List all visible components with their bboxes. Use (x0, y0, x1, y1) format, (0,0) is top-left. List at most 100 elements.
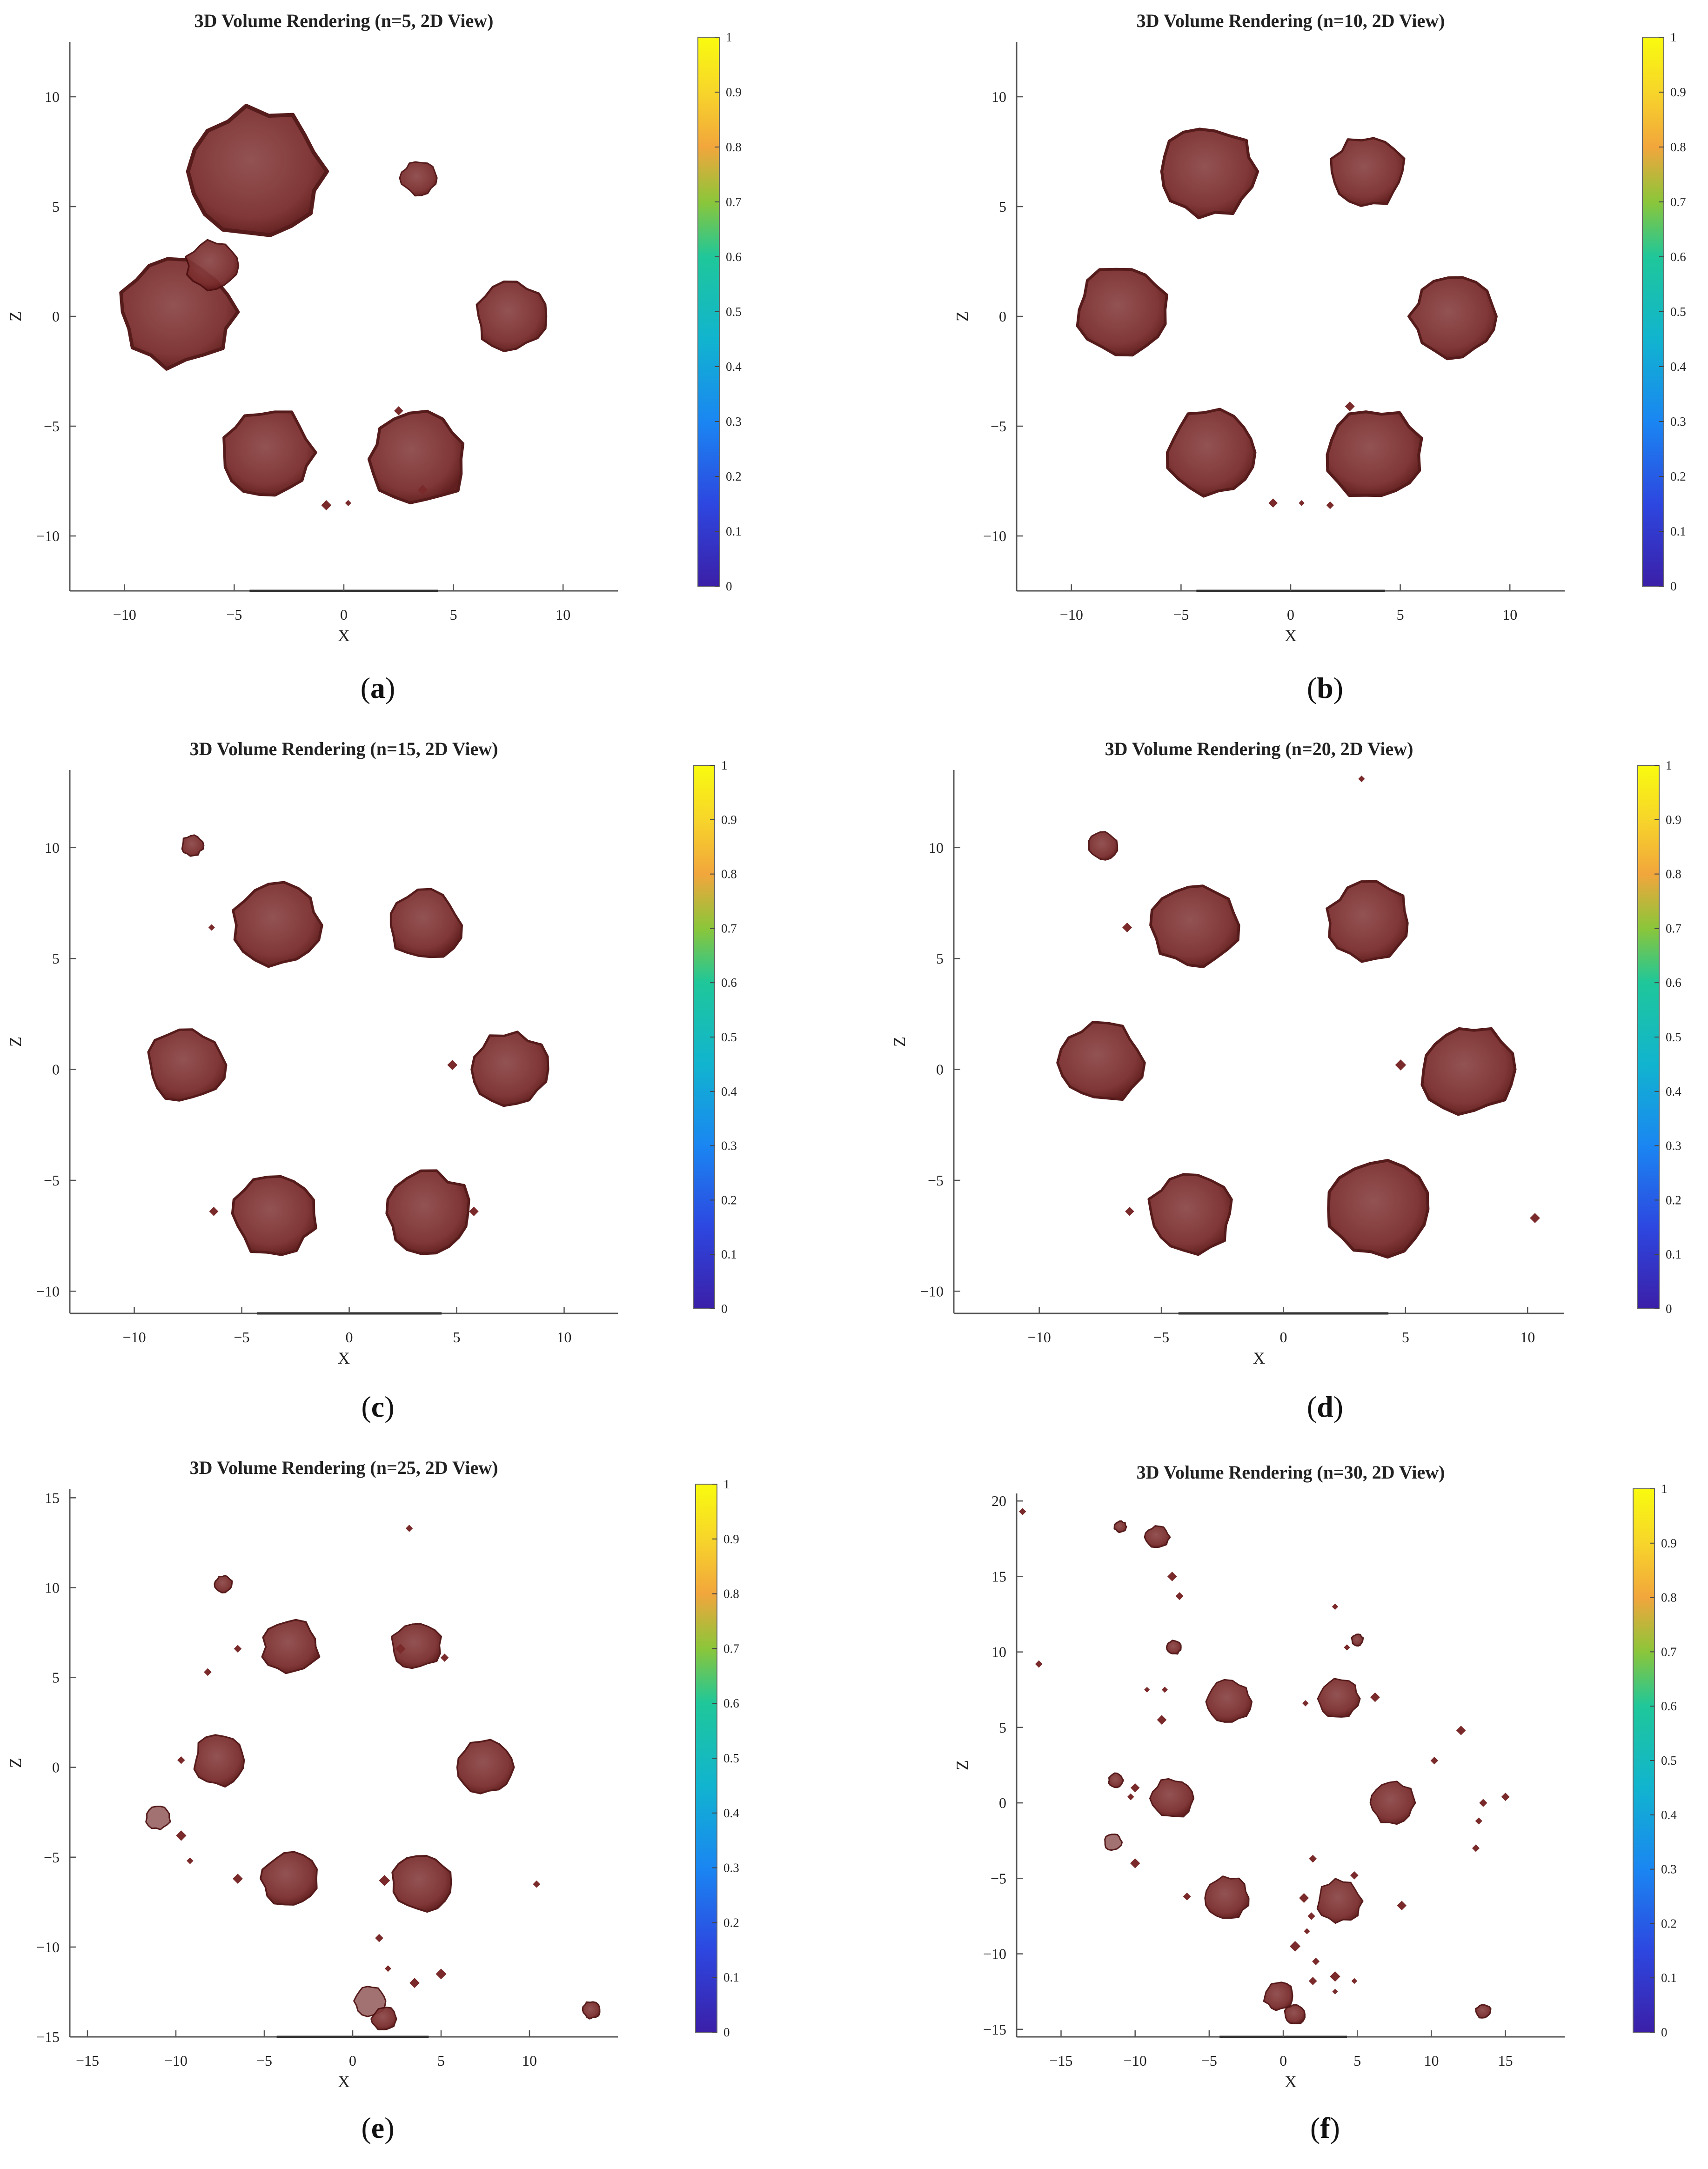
chart-title: 3D Volume Rendering (n=25, 2D View) (190, 1457, 498, 1478)
x-tick-label: 10 (556, 606, 570, 623)
data-speck (469, 1206, 479, 1216)
data-blob (399, 161, 438, 197)
panel-letter: b (1317, 671, 1333, 704)
panel-caption: (c) (361, 1390, 394, 1423)
y-tick-label: 10 (45, 1579, 60, 1596)
data-blob (1204, 1875, 1250, 1919)
data-speck (1127, 1793, 1134, 1801)
data-blob (1088, 831, 1119, 861)
y-tick-label: −5 (991, 1870, 1006, 1887)
x-tick-label: 10 (522, 2052, 537, 2069)
colorbar-tick-label: 1 (1661, 1482, 1668, 1496)
colorbar-tick-label: 0.8 (1670, 140, 1686, 154)
data-speck (1344, 1644, 1350, 1651)
colorbar-tick-label: 0.7 (1666, 921, 1681, 935)
data-speck (1157, 1715, 1167, 1725)
x-tick-label: −5 (1173, 606, 1189, 623)
colorbar-tick-label: 1 (726, 30, 732, 44)
data-blob (232, 881, 323, 968)
panel-caption: (f) (1310, 2111, 1340, 2144)
data-speck (1312, 1957, 1320, 1965)
data-speck (1475, 1817, 1482, 1825)
data-speck (1430, 1757, 1439, 1765)
data-speck (321, 500, 332, 510)
data-blob (145, 1806, 171, 1830)
colorbar-tick-label: 0.9 (1661, 1536, 1677, 1550)
data-speck (208, 924, 215, 931)
x-tick-label: −5 (1201, 2052, 1217, 2069)
colorbar-tick-label: 0.8 (723, 1587, 739, 1601)
y-tick-label: 10 (45, 88, 60, 105)
colorbar-tick-label: 0.1 (1661, 1971, 1677, 1985)
y-tick-label: 10 (45, 839, 60, 856)
y-tick-label: −5 (928, 1172, 944, 1189)
colorbar-tick-label: 0.2 (1666, 1193, 1681, 1207)
data-speck (405, 1525, 413, 1532)
x-tick-label: 0 (346, 1329, 353, 1346)
data-blob (1330, 137, 1406, 207)
data-speck (533, 1880, 541, 1888)
x-tick-label: −5 (256, 2052, 272, 2069)
data-speck (1035, 1660, 1043, 1668)
y-tick-label: 0 (52, 1061, 60, 1078)
data-blob (185, 239, 240, 292)
panel-letter: f (1320, 2111, 1330, 2144)
x-axis-label: X (338, 626, 350, 645)
data-blob (1326, 880, 1409, 963)
data-blob (1205, 1679, 1253, 1723)
x-tick-label: −10 (164, 2052, 188, 2069)
data-speck (1307, 1912, 1315, 1920)
data-blob (582, 2001, 601, 2020)
data-speck (1130, 1858, 1140, 1868)
x-tick-label: 5 (453, 1329, 461, 1346)
panel-b: 3D Volume Rendering (n=10, 2D View) −10 −5… (953, 10, 1686, 704)
colorbar-tick-label: 0.4 (1666, 1084, 1681, 1098)
data-blob (1317, 1678, 1361, 1718)
colorbar-tick-label: 0.6 (1661, 1699, 1677, 1713)
y-tick-label: −10 (36, 1283, 60, 1299)
x-tick-label: 0 (1287, 606, 1294, 623)
y-tick-label: 0 (936, 1061, 944, 1078)
colorbar-tick-label: 0.2 (1661, 1916, 1677, 1930)
data-blob (1263, 1982, 1293, 2011)
colorbar-tick-label: 0.5 (723, 1751, 739, 1765)
data-speck (176, 1830, 187, 1841)
data-speck (1302, 1700, 1309, 1707)
data-speck (1472, 1844, 1480, 1852)
data-speck (394, 406, 403, 415)
data-blob (385, 1169, 470, 1255)
y-tick-label: 10 (991, 1644, 1006, 1660)
x-tick-label: −5 (234, 1329, 250, 1346)
y-tick-label: −10 (983, 528, 1006, 544)
data-blob (1144, 1525, 1171, 1548)
colorbar-tick-label: 0.5 (1661, 1754, 1677, 1767)
y-tick-label: −10 (983, 1946, 1006, 1962)
y-tick-label: 5 (936, 950, 944, 967)
y-tick-label: 0 (52, 1759, 60, 1776)
colorbar-tick-label: 0.9 (721, 813, 737, 827)
panel-letter: c (371, 1390, 384, 1423)
y-tick-label: −15 (983, 2021, 1006, 2038)
x-axis-label: X (338, 1349, 350, 1367)
data-blob (1327, 1158, 1430, 1259)
colorbar-tick-label: 0.1 (1670, 524, 1686, 538)
y-tick-label: 0 (999, 308, 1006, 325)
data-blob (470, 1031, 549, 1107)
colorbar-tick-label: 0.7 (1670, 195, 1686, 209)
colorbar-tick-label: 0 (1670, 579, 1677, 593)
data-speck (1299, 1893, 1309, 1903)
data-speck (1456, 1726, 1466, 1735)
data-speck (1167, 1572, 1177, 1581)
x-axis-label: X (1253, 1349, 1265, 1367)
colorbar-tick-label: 0.2 (1670, 469, 1686, 483)
panel-caption: (e) (361, 2111, 394, 2144)
data-speck (1019, 1508, 1026, 1515)
chart-title: 3D Volume Rendering (n=15, 2D View) (190, 738, 498, 759)
colorbar-tick-label: 0.9 (1666, 813, 1681, 827)
data-speck (1501, 1793, 1510, 1801)
chart-title: 3D Volume Rendering (n=10, 2D View) (1137, 10, 1445, 31)
data-blob (1108, 1772, 1124, 1788)
data-blob (1351, 1633, 1364, 1647)
x-axis-label: X (1285, 2072, 1297, 2091)
data-blob (456, 1739, 515, 1794)
